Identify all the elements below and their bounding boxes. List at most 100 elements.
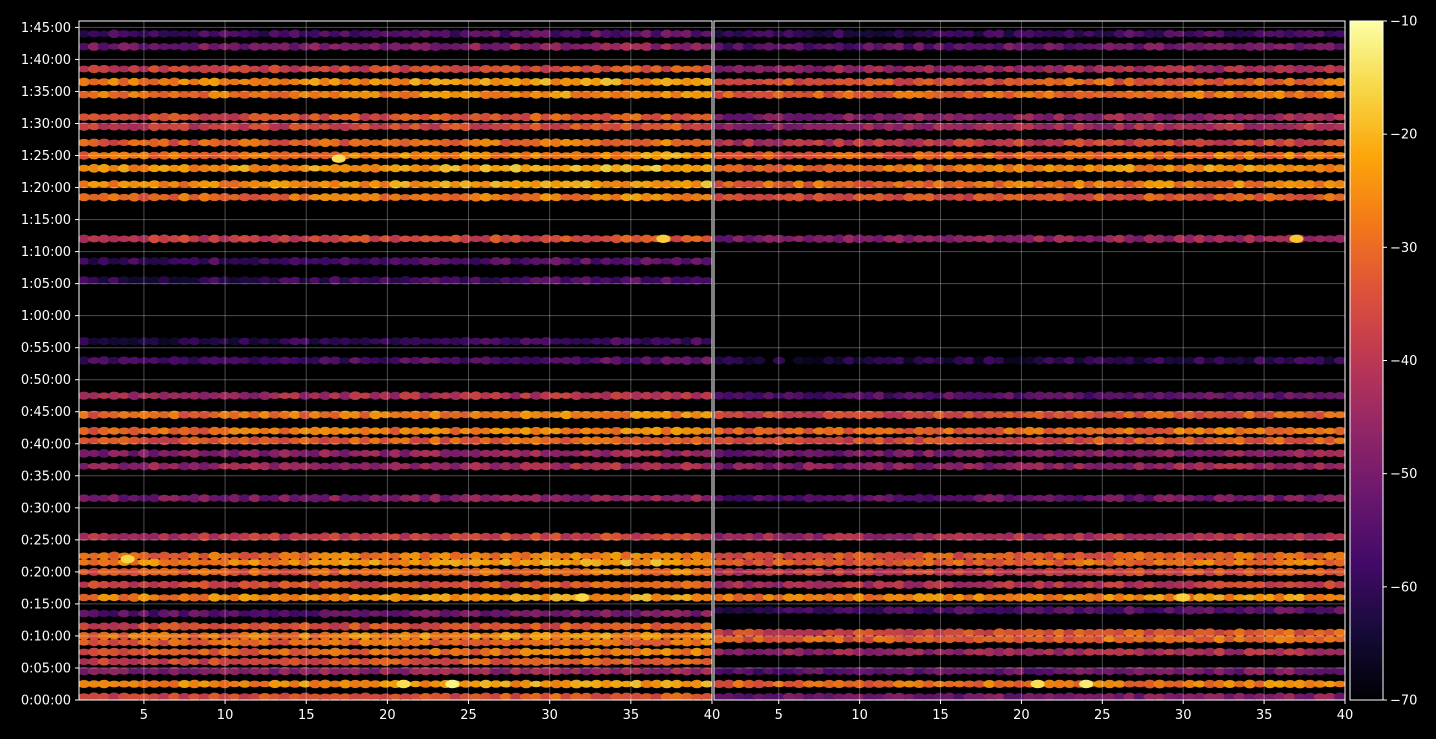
heatmap-cell <box>1233 151 1247 160</box>
heatmap-cell <box>1143 42 1156 51</box>
heatmap-cell <box>359 152 372 159</box>
heatmap-cell <box>1273 123 1287 130</box>
heatmap-cell <box>690 551 704 561</box>
heatmap-cell <box>419 558 432 567</box>
heatmap-cell <box>409 638 422 647</box>
heatmap-cell <box>1293 427 1307 435</box>
heatmap-cell <box>620 391 633 400</box>
heatmap-cell <box>349 593 362 602</box>
heatmap-cell <box>399 78 412 86</box>
heatmap-cell <box>108 193 121 202</box>
heatmap-cell <box>660 667 673 675</box>
heatmap-cell <box>148 122 161 131</box>
heatmap-cell <box>329 647 342 657</box>
heatmap-cell <box>1303 29 1317 38</box>
heatmap-cell <box>489 337 503 346</box>
heatmap-cell <box>238 43 251 50</box>
heatmap-cell <box>489 622 503 631</box>
heatmap-cell <box>530 449 543 457</box>
heatmap-cell <box>1003 628 1016 637</box>
heatmap-cell <box>1133 180 1146 189</box>
heatmap-cell <box>550 193 563 202</box>
heatmap-cell <box>1273 494 1287 502</box>
heatmap-cell <box>1233 680 1247 688</box>
heatmap-cell <box>168 164 181 172</box>
heatmap-cell <box>883 449 896 458</box>
heatmap-cell <box>148 558 161 567</box>
heatmap-cell <box>339 551 352 561</box>
heatmap-cell <box>1063 594 1076 601</box>
heatmap-cell <box>288 256 302 266</box>
heatmap-cell <box>469 622 483 631</box>
heatmap-cell <box>742 679 756 689</box>
heatmap-cell <box>1083 606 1096 615</box>
heatmap-cell <box>1003 138 1016 147</box>
heatmap-cell <box>168 648 181 656</box>
heatmap-cell <box>349 164 362 172</box>
heatmap-cell <box>399 164 412 172</box>
heatmap-cell <box>530 391 543 400</box>
heatmap-cell <box>248 256 261 266</box>
heatmap-cell <box>1173 43 1186 51</box>
heatmap-cell <box>1253 462 1267 470</box>
heatmap-cell <box>1213 647 1227 657</box>
heatmap-cell <box>943 357 956 364</box>
heatmap-cell <box>228 632 241 640</box>
heatmap-cell <box>630 638 643 647</box>
heatmap-cell <box>1223 558 1237 567</box>
heatmap-cell <box>570 113 583 121</box>
heatmap-cell <box>339 139 352 147</box>
heatmap-cell <box>630 123 643 130</box>
heatmap-cell <box>1143 180 1156 189</box>
heatmap-cell <box>1263 78 1277 86</box>
heatmap-cell <box>883 78 896 86</box>
heatmap-cell <box>823 494 836 502</box>
heatmap-cell <box>319 667 332 676</box>
heatmap-cell <box>449 568 462 576</box>
heatmap-cell <box>680 580 694 589</box>
heatmap-cell <box>1063 568 1076 576</box>
heatmap-cell <box>973 43 986 51</box>
heatmap-cell <box>853 494 866 503</box>
heatmap-cell <box>509 667 523 675</box>
heatmap-cell <box>1123 180 1136 189</box>
heatmap-cell <box>943 164 956 172</box>
heatmap-cell <box>590 581 603 589</box>
heatmap-cell <box>138 558 151 566</box>
heatmap-cell <box>308 165 322 172</box>
heatmap-cell <box>319 657 332 666</box>
heatmap-cell <box>1203 693 1216 700</box>
heatmap-cell <box>319 91 332 99</box>
heatmap-cell <box>208 164 221 172</box>
heatmap-cell <box>530 65 543 73</box>
heatmap-cell <box>1003 65 1016 73</box>
heatmap-cell <box>640 461 653 471</box>
heatmap-cell <box>550 568 563 576</box>
heatmap-cell <box>128 462 141 471</box>
heatmap-cell <box>369 559 382 566</box>
heatmap-cell <box>238 449 251 457</box>
heatmap-cell <box>268 411 282 419</box>
heatmap-cell <box>1233 450 1247 457</box>
heatmap-cell <box>973 494 986 503</box>
heatmap-cell <box>188 609 201 618</box>
heatmap-cell <box>359 494 372 503</box>
heatmap-cell <box>1093 193 1106 202</box>
heatmap-cell <box>118 657 131 666</box>
heatmap-cell <box>600 164 613 173</box>
heatmap-cell <box>1023 151 1036 160</box>
heatmap-cell <box>288 667 302 675</box>
heatmap-cell <box>248 234 261 243</box>
x-tick-label: 5 <box>140 708 148 723</box>
heatmap-cell <box>742 648 756 656</box>
heatmap-cell <box>509 180 523 189</box>
heatmap-cell <box>792 356 806 365</box>
heatmap-cell <box>118 494 131 503</box>
heatmap-cell <box>722 580 736 589</box>
heatmap-cell <box>419 139 432 147</box>
heatmap-cell <box>1293 532 1307 541</box>
heatmap-cell <box>1203 606 1217 615</box>
heatmap-cell <box>923 113 936 121</box>
heatmap-cell <box>138 567 151 577</box>
heatmap-cell <box>439 113 452 122</box>
